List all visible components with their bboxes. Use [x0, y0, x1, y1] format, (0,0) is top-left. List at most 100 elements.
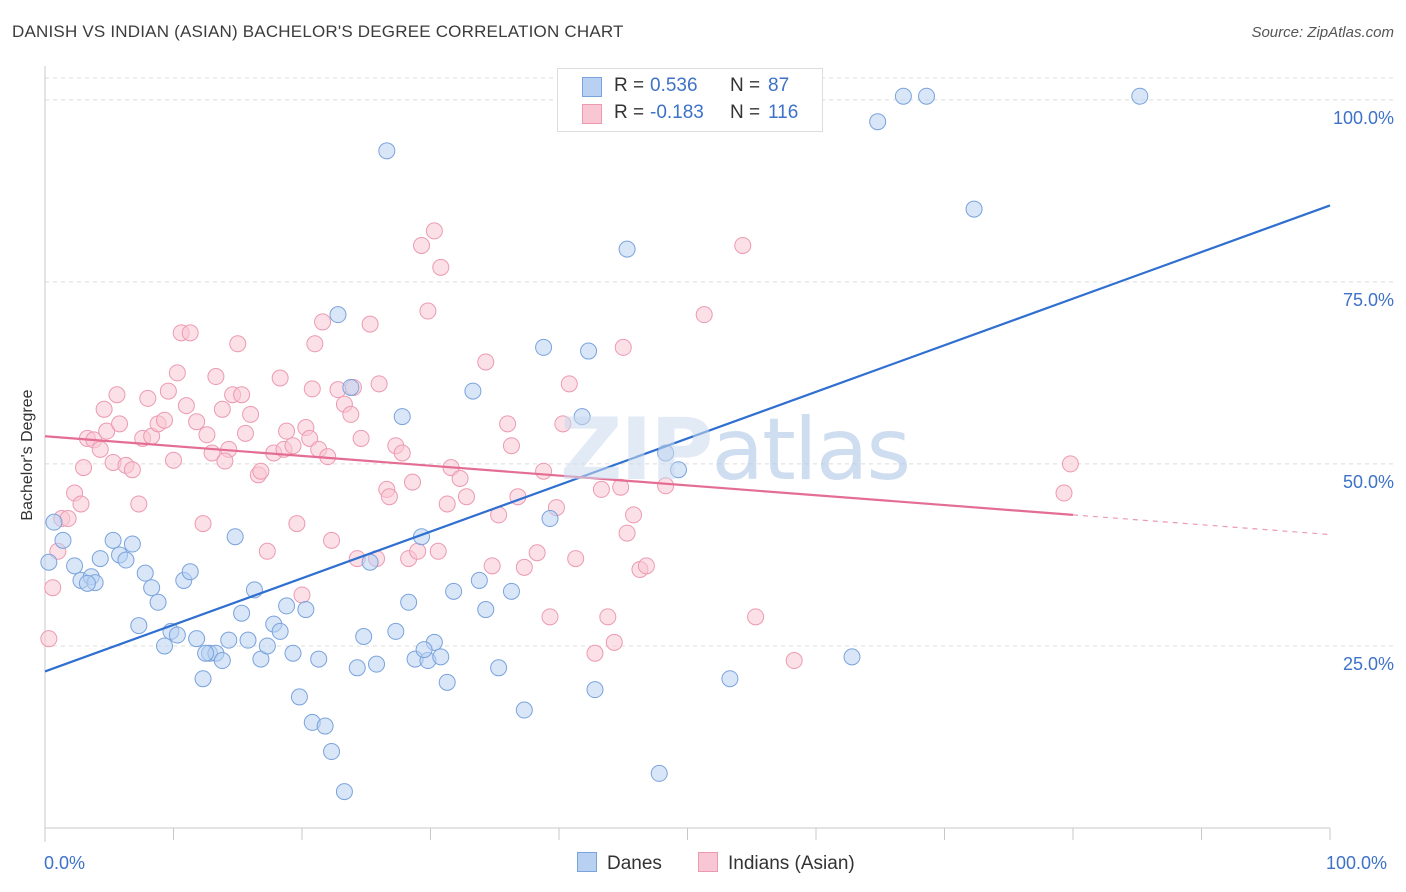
legend-r-label: R =	[614, 102, 645, 123]
indians-point	[483, 557, 501, 575]
danes-point	[136, 564, 154, 582]
indians-point	[293, 586, 311, 604]
y-tick-label: 75.0%	[1342, 289, 1394, 310]
indians-point	[625, 506, 643, 524]
danes-point	[45, 513, 63, 531]
indians-point	[258, 542, 276, 560]
danes-point	[432, 648, 450, 666]
indians-trend-extension	[1072, 514, 1331, 536]
danes-point	[143, 579, 161, 597]
danes-point	[104, 531, 122, 549]
watermark-zip: ZIP	[560, 400, 713, 500]
indians-point	[111, 415, 129, 433]
danes-point	[323, 743, 341, 761]
indians-point	[592, 480, 610, 498]
danes-point	[721, 670, 739, 688]
grid-layer	[45, 77, 1394, 647]
danes-point	[335, 783, 353, 801]
indians-point	[72, 495, 90, 513]
danes-point	[168, 626, 186, 644]
indians-point	[535, 462, 553, 480]
danes-point	[502, 582, 520, 600]
indians-point	[438, 495, 456, 513]
indians-point	[306, 335, 324, 353]
indians-point	[159, 382, 177, 400]
indians-point	[314, 313, 332, 331]
indians-point	[323, 531, 341, 549]
indians-point	[59, 510, 77, 528]
indians-point	[303, 380, 321, 398]
danes-point	[535, 338, 553, 356]
legend-r-value: 0.536	[650, 75, 698, 96]
danes-point	[197, 644, 215, 662]
indians-point	[657, 477, 675, 495]
indians-point	[181, 324, 199, 342]
indians-point	[409, 542, 427, 560]
indians-point	[165, 451, 182, 469]
bottom-legend-indians: Indians (Asian)	[698, 852, 855, 875]
indians-point	[432, 258, 450, 276]
indians-point	[278, 422, 296, 440]
danes-point	[181, 563, 199, 581]
indians-point	[236, 424, 254, 442]
y-tick-label: 25.0%	[1342, 653, 1394, 674]
indians-point	[554, 415, 572, 433]
danes-point	[869, 113, 887, 131]
danes-point	[233, 604, 251, 622]
indians-point	[108, 386, 126, 404]
indians-point	[567, 550, 585, 568]
danes-point	[355, 627, 373, 645]
legend-n-value: 116	[768, 102, 799, 123]
danes-point	[117, 551, 135, 569]
legend-swatch-danes	[582, 77, 602, 97]
danes-point	[348, 659, 366, 677]
indians-point	[352, 429, 370, 447]
danes-point	[290, 688, 308, 706]
legend-r-value: -0.183	[650, 102, 704, 123]
indians-point	[599, 608, 617, 626]
danes-point	[342, 378, 360, 396]
trend-layer	[44, 204, 1331, 673]
indians-point	[605, 633, 623, 651]
indians-point	[284, 437, 302, 455]
bottom-legend-swatch-indians	[698, 852, 718, 872]
indians-point	[637, 557, 655, 575]
danes-point	[657, 444, 675, 462]
indians-point	[502, 437, 520, 455]
danes-point	[310, 650, 328, 668]
legend-n-label: N =	[730, 102, 761, 123]
indians-point	[457, 488, 475, 506]
danes-point	[515, 701, 533, 719]
indians-point	[419, 302, 437, 320]
indians-point	[98, 422, 116, 440]
indians-point	[586, 644, 604, 662]
danes-point	[586, 681, 604, 699]
danes-point	[91, 550, 109, 568]
danes-point	[226, 528, 244, 546]
danes-point	[650, 764, 668, 782]
indians-point	[177, 397, 195, 415]
indians-point	[1055, 484, 1073, 502]
x-tick-label-min: 0.0%	[44, 853, 86, 873]
indians-point	[188, 413, 206, 431]
indians-point	[380, 488, 398, 506]
indians-point	[242, 405, 260, 423]
danes-point	[843, 648, 861, 666]
danes-point	[54, 531, 72, 549]
indians-point	[1061, 455, 1079, 473]
y-tick-label: 50.0%	[1342, 471, 1394, 492]
indians-point	[618, 524, 636, 542]
danes-point	[618, 240, 636, 258]
danes-point	[316, 717, 334, 735]
danes-point	[188, 630, 206, 648]
legend-swatch-indians	[582, 104, 602, 124]
indians-point	[194, 515, 212, 533]
indians-point	[198, 426, 216, 444]
indians-point	[130, 495, 148, 513]
chart-source: Source: ZipAtlas.com	[1251, 24, 1394, 41]
indians-point	[515, 558, 533, 576]
indians-point	[91, 440, 109, 458]
indians-point	[123, 461, 141, 479]
indians-point	[156, 411, 174, 429]
